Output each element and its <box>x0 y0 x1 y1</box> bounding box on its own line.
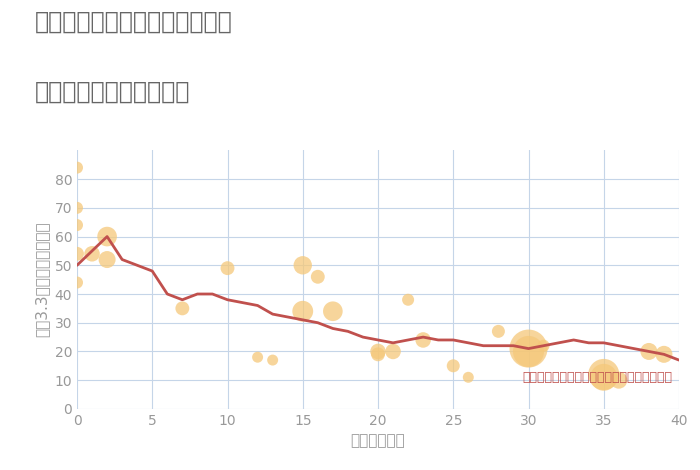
Text: 兵庫県たつの市揖保川町馬場の: 兵庫県たつの市揖保川町馬場の <box>35 9 232 33</box>
Y-axis label: 坪（3.3㎡）単価（万円）: 坪（3.3㎡）単価（万円） <box>34 222 49 337</box>
Point <box>402 296 414 304</box>
Point <box>102 233 113 240</box>
Point <box>87 250 98 258</box>
Text: 築年数別中古戸建て価格: 築年数別中古戸建て価格 <box>35 80 190 104</box>
Point <box>372 351 384 358</box>
Point <box>328 307 339 315</box>
Text: 円の大きさは、取引のあった物件面積を示す: 円の大きさは、取引のあった物件面積を示す <box>522 371 672 384</box>
Point <box>297 307 308 315</box>
Point <box>538 342 549 350</box>
Point <box>613 376 624 384</box>
Point <box>643 348 655 355</box>
Point <box>598 371 609 378</box>
Point <box>417 336 428 344</box>
Point <box>523 348 534 355</box>
Point <box>658 351 669 358</box>
Point <box>252 353 263 361</box>
Point <box>102 256 113 263</box>
Point <box>523 345 534 352</box>
Point <box>71 164 83 172</box>
Point <box>598 374 609 381</box>
Point <box>222 265 233 272</box>
Point <box>71 221 83 229</box>
Point <box>71 250 83 258</box>
Point <box>448 362 459 369</box>
Point <box>267 356 278 364</box>
Point <box>71 279 83 286</box>
X-axis label: 築年数（年）: 築年数（年） <box>351 433 405 448</box>
Point <box>176 305 188 312</box>
Point <box>493 328 504 335</box>
Point <box>312 273 323 281</box>
Point <box>297 261 308 269</box>
Point <box>71 204 83 212</box>
Point <box>372 348 384 355</box>
Point <box>463 374 474 381</box>
Point <box>388 348 399 355</box>
